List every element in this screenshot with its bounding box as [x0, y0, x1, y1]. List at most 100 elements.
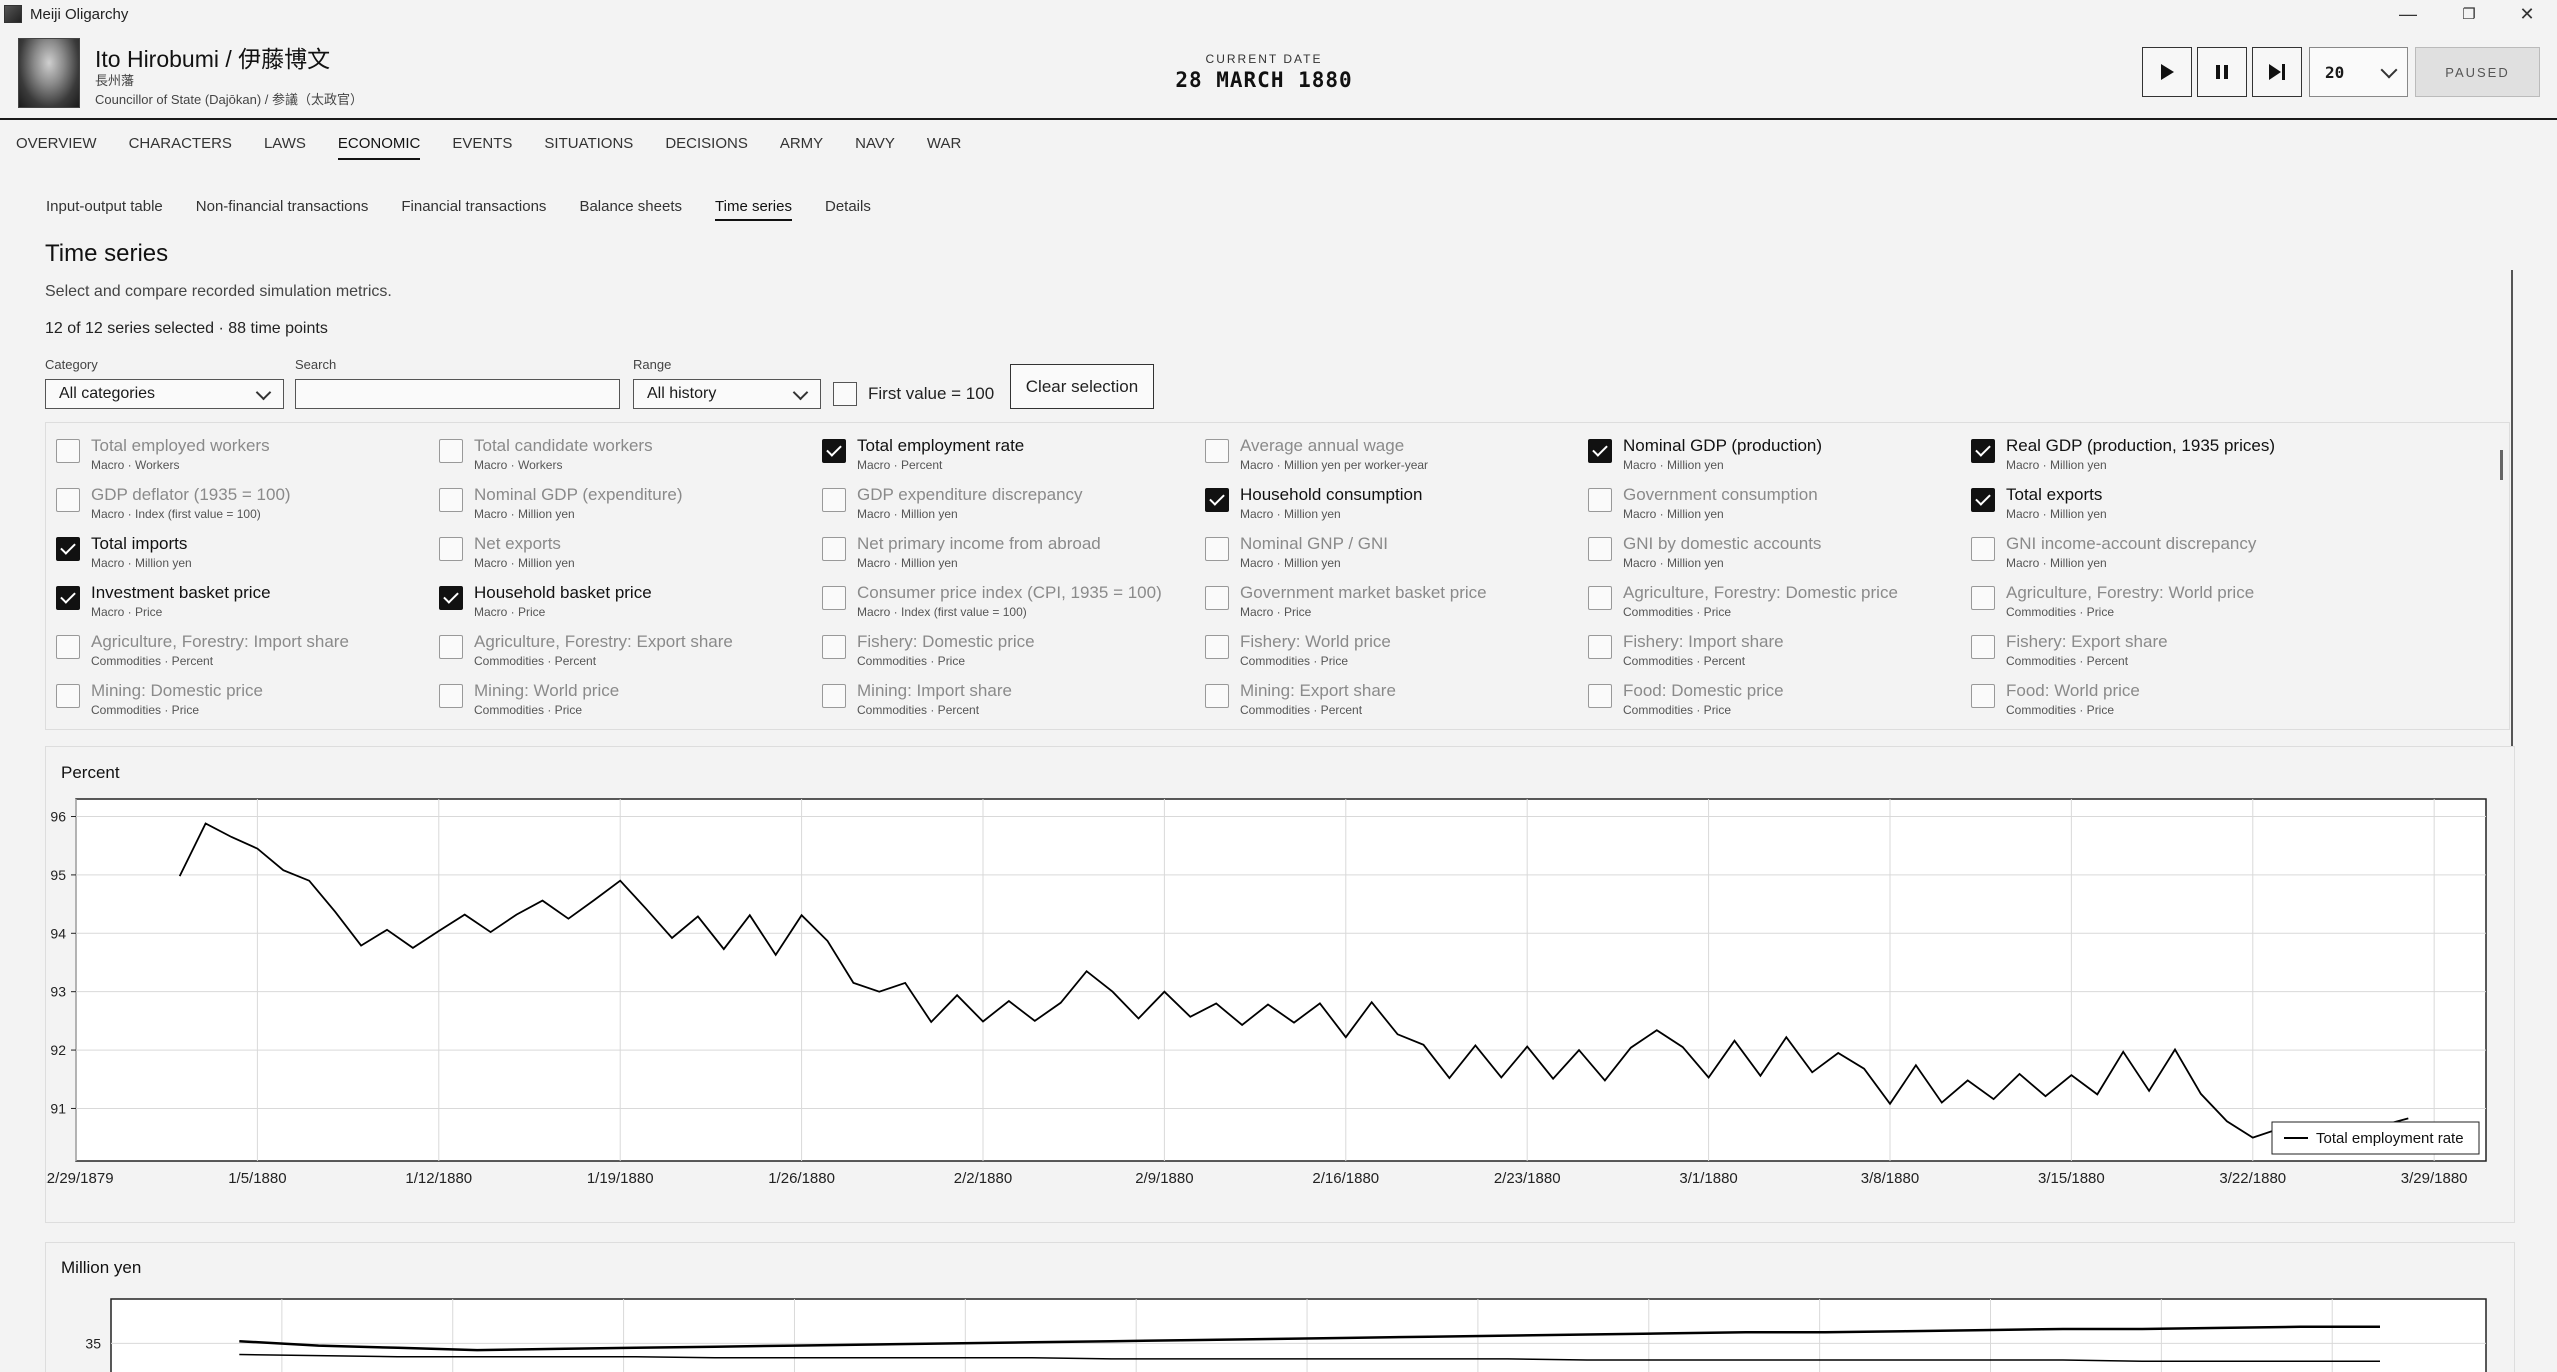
series-item[interactable]: Total employed workers Macro · Workers — [46, 427, 421, 475]
nav-navy[interactable]: NAVY — [855, 134, 895, 152]
series-checkbox[interactable] — [822, 537, 846, 561]
series-checkbox[interactable] — [822, 439, 846, 463]
series-item[interactable]: Mining: Export share Commodities · Percen… — [1195, 672, 1570, 720]
series-item[interactable]: Investment basket price Macro · Price — [46, 574, 421, 622]
series-item[interactable]: Real GDP (production, 1935 prices) Macro … — [1961, 427, 2336, 475]
play-button[interactable] — [2142, 47, 2192, 97]
nav-army[interactable]: ARMY — [779, 134, 824, 152]
series-item[interactable]: Total exports Macro · Million yen — [1961, 476, 2336, 524]
tab-input-output[interactable]: Input-output table — [46, 198, 163, 215]
series-item[interactable]: Agriculture, Forestry: Import share Commo… — [46, 623, 421, 671]
series-item[interactable]: Mining: Import share Commodities · Percen… — [812, 672, 1187, 720]
series-checkbox[interactable] — [822, 635, 846, 659]
nav-laws[interactable]: LAWS — [263, 134, 306, 152]
series-item[interactable]: Average annual wage Macro · Million yen p… — [1195, 427, 1570, 475]
series-checkbox[interactable] — [56, 684, 80, 708]
tab-details[interactable]: Details — [824, 198, 871, 215]
series-item[interactable]: Fishery: Import share Commodities · Perce… — [1578, 623, 1953, 671]
nav-overview[interactable]: OVERVIEW — [16, 134, 97, 152]
speed-select[interactable]: 20 — [2309, 47, 2408, 97]
series-checkbox[interactable] — [1205, 537, 1229, 561]
series-item[interactable]: Total imports Macro · Million yen — [46, 525, 421, 573]
series-item[interactable]: GNI income-account discrepancy Macro · Mi… — [1961, 525, 2336, 573]
series-item[interactable]: Fishery: Domestic price Commodities · Pri… — [812, 623, 1187, 671]
series-item[interactable]: Net primary income from abroad Macro · Mi… — [812, 525, 1187, 573]
series-item[interactable]: Agriculture, Forestry: World price Commod… — [1961, 574, 2336, 622]
series-item[interactable]: Net exports Macro · Million yen — [429, 525, 804, 573]
series-checkbox[interactable] — [1205, 586, 1229, 610]
nav-decisions[interactable]: DECISIONS — [665, 134, 748, 152]
series-checkbox[interactable] — [1971, 635, 1995, 659]
restore-button[interactable]: ❐ — [2462, 6, 2476, 23]
series-checkbox[interactable] — [1588, 684, 1612, 708]
series-checkbox[interactable] — [1971, 488, 1995, 512]
series-item[interactable]: Mining: World price Commodities · Price — [429, 672, 804, 720]
series-checkbox[interactable] — [1588, 537, 1612, 561]
series-item[interactable]: Government consumption Macro · Million ye… — [1578, 476, 1953, 524]
series-checkbox[interactable] — [439, 635, 463, 659]
tab-balance-sheets[interactable]: Balance sheets — [579, 198, 683, 215]
first-value-checkbox[interactable] — [833, 382, 857, 406]
nav-events[interactable]: EVENTS — [452, 134, 513, 152]
series-checkbox[interactable] — [56, 439, 80, 463]
search-input[interactable] — [295, 379, 620, 409]
series-item[interactable]: Agriculture, Forestry: Export share Commo… — [429, 623, 804, 671]
status-button[interactable]: PAUSED — [2415, 47, 2540, 97]
series-checkbox[interactable] — [439, 537, 463, 561]
series-item[interactable]: GDP expenditure discrepancy Macro · Milli… — [812, 476, 1187, 524]
tab-non-financial[interactable]: Non-financial transactions — [195, 198, 369, 215]
series-item[interactable]: Consumer price index (CPI, 1935 = 100) Ma… — [812, 574, 1187, 622]
series-checkbox[interactable] — [439, 439, 463, 463]
series-item[interactable]: Mining: Domestic price Commodities · Pric… — [46, 672, 421, 720]
series-item[interactable]: Nominal GNP / GNI Macro · Million yen — [1195, 525, 1570, 573]
series-item[interactable]: Household consumption Macro · Million yen — [1195, 476, 1570, 524]
series-item[interactable]: Fishery: Export share Commodities · Perce… — [1961, 623, 2336, 671]
series-item[interactable]: Food: Domestic price Commodities · Price — [1578, 672, 1953, 720]
clear-selection-button[interactable]: Clear selection — [1010, 364, 1154, 409]
series-checkbox[interactable] — [1205, 684, 1229, 708]
series-checkbox[interactable] — [1588, 488, 1612, 512]
nav-economic[interactable]: ECONOMIC — [337, 127, 420, 160]
series-checkbox[interactable] — [1205, 488, 1229, 512]
series-item[interactable]: Government market basket price Macro · Pr… — [1195, 574, 1570, 622]
tab-time-series[interactable]: Time series — [715, 198, 792, 221]
range-select[interactable]: All history — [633, 379, 821, 409]
series-checkbox[interactable] — [439, 488, 463, 512]
series-checkbox[interactable] — [822, 684, 846, 708]
series-item[interactable]: Agriculture, Forestry: Domestic price Com… — [1578, 574, 1953, 622]
nav-situations[interactable]: SITUATIONS — [544, 134, 634, 152]
series-item[interactable]: GDP deflator (1935 = 100) Macro · Index (… — [46, 476, 421, 524]
series-checkbox[interactable] — [56, 635, 80, 659]
series-checkbox[interactable] — [1971, 537, 1995, 561]
series-checkbox[interactable] — [1588, 635, 1612, 659]
series-checkbox[interactable] — [1971, 586, 1995, 610]
step-forward-button[interactable] — [2252, 47, 2302, 97]
series-checkbox[interactable] — [822, 488, 846, 512]
series-item[interactable]: Food: World price Commodities · Price — [1961, 672, 2336, 720]
series-checkbox[interactable] — [439, 586, 463, 610]
character-portrait[interactable] — [18, 38, 80, 108]
minimize-button[interactable]: — — [2399, 3, 2417, 24]
series-checkbox[interactable] — [822, 586, 846, 610]
series-checkbox[interactable] — [56, 586, 80, 610]
series-checkbox[interactable] — [1205, 635, 1229, 659]
series-list-scrollbar[interactable] — [2500, 450, 2503, 480]
series-checkbox[interactable] — [1205, 439, 1229, 463]
series-item[interactable]: GNI by domestic accounts Macro · Million … — [1578, 525, 1953, 573]
series-item[interactable]: Total employment rate Macro · Percent — [812, 427, 1187, 475]
series-checkbox[interactable] — [439, 684, 463, 708]
pause-button[interactable] — [2197, 47, 2247, 97]
series-checkbox[interactable] — [56, 537, 80, 561]
close-button[interactable]: ✕ — [2519, 3, 2535, 24]
series-item[interactable]: Fishery: World price Commodities · Price — [1195, 623, 1570, 671]
series-checkbox[interactable] — [1971, 439, 1995, 463]
series-checkbox[interactable] — [1588, 439, 1612, 463]
page-scrollbar[interactable] — [2511, 270, 2513, 758]
series-item[interactable]: Total candidate workers Macro · Workers — [429, 427, 804, 475]
nav-characters[interactable]: CHARACTERS — [128, 134, 232, 152]
category-select[interactable]: All categories — [45, 379, 284, 409]
nav-war[interactable]: WAR — [926, 134, 962, 152]
series-checkbox[interactable] — [56, 488, 80, 512]
series-checkbox[interactable] — [1971, 684, 1995, 708]
tab-financial[interactable]: Financial transactions — [401, 198, 547, 215]
